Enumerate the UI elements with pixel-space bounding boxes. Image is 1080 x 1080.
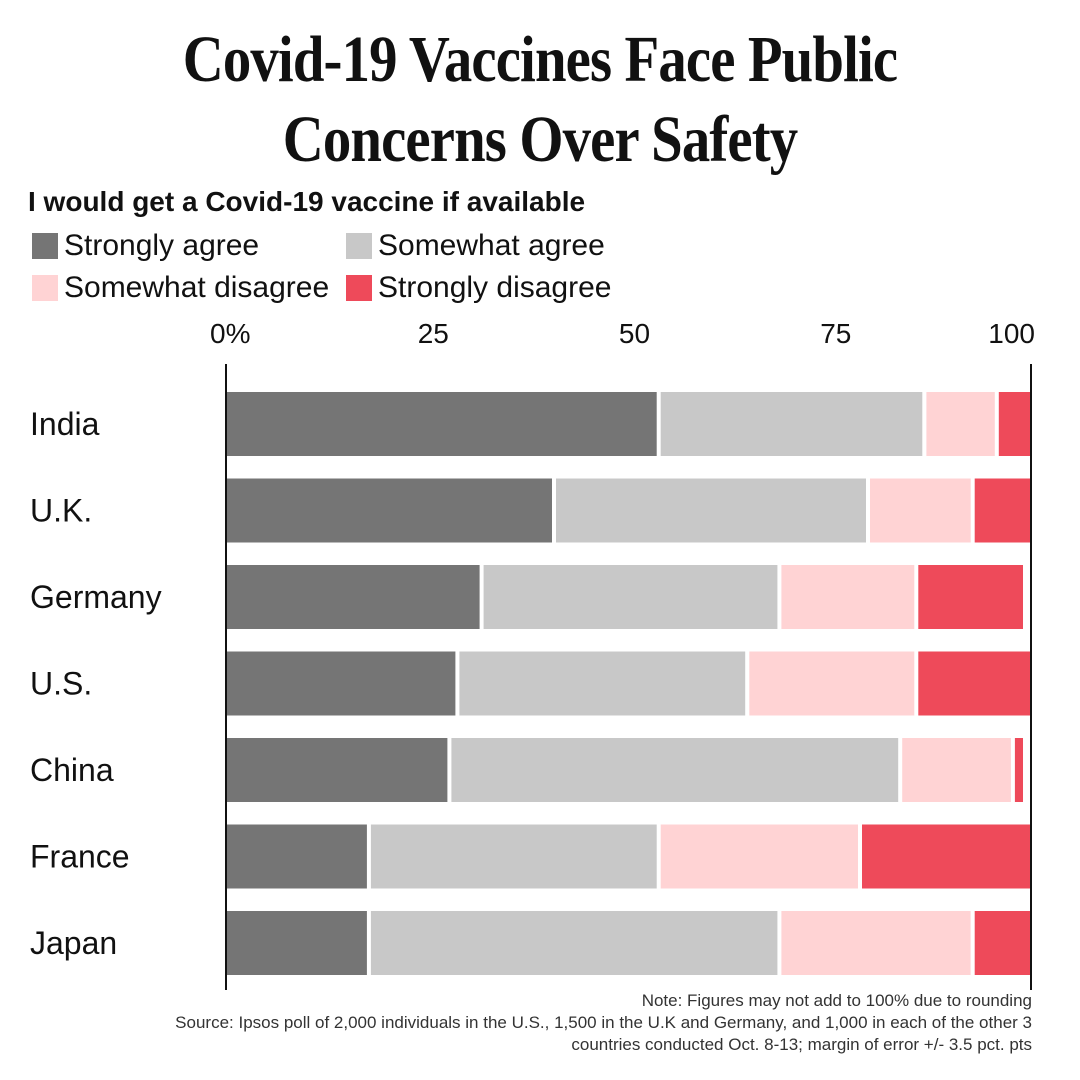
- legend-label-somewhat-agree: Somewhat agree: [378, 229, 605, 262]
- category-label-u-s: U.S.: [30, 666, 92, 702]
- x-tick-label-0: 0%: [210, 318, 250, 349]
- bar-u-s-strongly-disagree: [918, 651, 1031, 716]
- bar-china-somewhat-agree: [451, 738, 899, 802]
- legend-swatch-somewhat-disagree: [32, 275, 58, 301]
- category-label-india: India: [30, 406, 100, 442]
- legend-swatch-somewhat-agree: [346, 233, 372, 259]
- bar-u-s-somewhat-agree: [459, 651, 746, 716]
- x-tick-label-100: 100: [988, 318, 1035, 349]
- legend-swatch-strongly-disagree: [346, 275, 372, 301]
- category-label-china: China: [30, 752, 114, 788]
- legend-swatch-strongly-agree: [32, 233, 58, 259]
- bar-france-strongly-agree: [226, 824, 367, 889]
- bar-india-strongly-agree: [226, 392, 657, 456]
- x-tick-label-25: 25: [418, 318, 449, 349]
- bar-india-strongly-disagree: [998, 392, 1031, 456]
- bar-germany-strongly-disagree: [918, 565, 1023, 629]
- legend-item-strongly-disagree: Strongly disagree: [346, 270, 611, 306]
- bar-japan-strongly-disagree: [974, 911, 1031, 975]
- bar-india-somewhat-agree: [660, 392, 923, 456]
- legend-label-strongly-disagree: Strongly disagree: [378, 271, 612, 304]
- legend-label-somewhat-disagree: Somewhat disagree: [64, 271, 330, 304]
- note-rounding: Note: Figures may not add to 100% due to…: [641, 991, 1032, 1010]
- chart-title: Covid-19 Vaccines Face Public Concerns O…: [76, 20, 1005, 180]
- note-source-line-2: countries conducted Oct. 8-13; margin of…: [571, 1035, 1032, 1054]
- bar-china-somewhat-disagree: [902, 738, 1011, 802]
- bar-japan-strongly-agree: [226, 911, 367, 975]
- bar-u-k-somewhat-disagree: [870, 478, 971, 543]
- bar-france-somewhat-agree: [370, 824, 657, 889]
- bar-u-s-somewhat-disagree: [749, 651, 915, 716]
- chart-subtitle: I would get a Covid-19 vaccine if availa…: [28, 186, 586, 217]
- note-source-line-1: Source: Ipsos poll of 2,000 individuals …: [175, 1013, 1032, 1032]
- category-label-japan: Japan: [30, 925, 117, 961]
- bar-japan-somewhat-disagree: [781, 911, 971, 975]
- category-label-u-k: U.K.: [30, 493, 92, 529]
- category-label-germany: Germany: [30, 579, 162, 615]
- bar-germany-somewhat-disagree: [781, 565, 915, 629]
- category-label-france: France: [30, 839, 130, 875]
- chart-notes: Note: Figures may not add to 100% due to…: [72, 990, 1032, 1056]
- bar-china-strongly-disagree: [1014, 738, 1023, 802]
- legend-item-somewhat-agree: Somewhat agree: [346, 228, 605, 264]
- chart-title-line-1: Covid-19 Vaccines Face Public: [182, 23, 898, 96]
- bar-u-k-somewhat-agree: [556, 478, 866, 543]
- bar-japan-somewhat-agree: [370, 911, 778, 975]
- x-tick-label-50: 50: [619, 318, 650, 349]
- legend-item-strongly-agree: Strongly agree: [32, 228, 259, 264]
- bar-france-strongly-disagree: [862, 824, 1031, 889]
- bar-germany-strongly-agree: [226, 565, 480, 629]
- chart-title-line-2: Concerns Over Safety: [282, 103, 798, 176]
- bar-china-strongly-agree: [226, 738, 448, 802]
- legend-item-somewhat-disagree: Somewhat disagree: [32, 270, 329, 306]
- bar-india-somewhat-disagree: [926, 392, 995, 456]
- bar-germany-somewhat-agree: [483, 565, 778, 629]
- bar-u-k-strongly-agree: [226, 478, 552, 543]
- bar-u-s-strongly-agree: [226, 651, 456, 716]
- bar-france-somewhat-disagree: [660, 824, 858, 889]
- x-tick-label-75: 75: [820, 318, 851, 349]
- bar-u-k-strongly-disagree: [974, 478, 1031, 543]
- legend-label-strongly-agree: Strongly agree: [64, 229, 260, 262]
